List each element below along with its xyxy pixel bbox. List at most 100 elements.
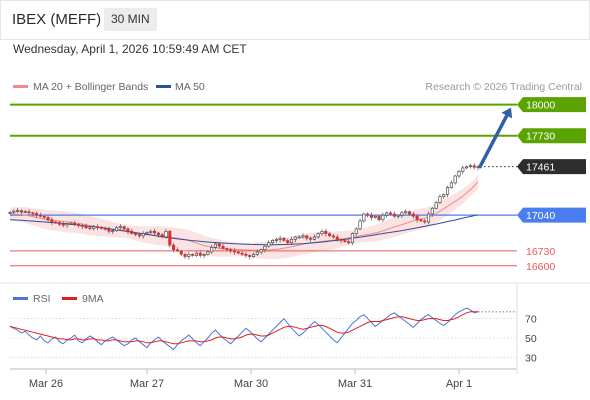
candle-body [16,210,20,212]
candle-body [255,251,259,255]
candle-body [202,253,206,256]
candle-body [270,240,275,244]
rsi-ma-line [9,311,478,345]
rsi-tick-label: 30 [525,352,537,364]
candle-body [339,239,343,241]
candle-body [305,235,309,239]
rsi-ma-legend-label: 9MA [82,293,104,305]
candle-body [301,235,305,238]
candle-body [217,243,221,247]
candle-body [92,226,96,229]
forecast-arrow [478,113,509,169]
rsi-ma-legend-swatch [62,297,77,300]
rsi-line [9,307,479,351]
research-credit: Research © 2026 Trading Central [425,81,582,93]
candle-body [453,175,457,184]
candle-body [251,253,256,257]
chart-datetime: Wednesday, April 1, 2026 10:59:49 AM CET [13,42,247,56]
candle-body [286,240,290,244]
candle-body [172,244,176,250]
candle-body [415,215,419,221]
ma50-line [9,214,479,246]
candle-body [19,210,23,213]
candle-body [423,220,427,223]
time-tick-label: Mar 30 [234,378,268,390]
candle-body [42,215,46,218]
ma20-line [9,181,479,251]
candle-body [95,226,100,228]
forecast-arrowhead [501,107,513,119]
candle-body [160,234,164,238]
candle-body [137,234,141,237]
candle-body [354,228,358,234]
candle-body [23,211,27,213]
candle-body [54,221,58,224]
candle-body [385,212,389,216]
candle-body [373,215,377,218]
candle-body [411,213,415,217]
candle-body [191,253,195,256]
candle-body [312,236,316,240]
candle-body [320,230,324,234]
candle-body [263,245,267,250]
rsi-panel: 70 50 30 [9,307,537,364]
ma20-legend-swatch [13,85,28,88]
candle-body [407,211,412,215]
rsi-tick-label: 70 [525,314,537,326]
candle-body [442,194,446,198]
candle-body [290,239,294,244]
candle-body [328,233,332,237]
candle-body [369,214,374,218]
candle-body [465,166,469,169]
candle-body [404,211,408,214]
candle-body [347,241,351,244]
candle-body [293,236,297,240]
candle-body [168,230,172,246]
candle-body [446,187,450,195]
candle-body [175,249,179,252]
candle-body [343,240,347,242]
candle-body [153,230,157,234]
candle-body [84,225,88,229]
candle-body [461,167,465,172]
support-2-label: 16730 [526,246,555,258]
candle-body [274,239,278,241]
candle-body [316,233,320,238]
timeframe-button[interactable]: 30 MIN [104,8,157,31]
candle-body [267,242,271,247]
pivot-label: 17461 [526,162,555,174]
support-1-tag [517,207,586,223]
chart-header: IBEX (MEFF) 30 MIN [0,0,590,40]
time-axis: Mar 26 Mar 27 Mar 30 Mar 31 Apr 1 [29,369,472,390]
candle-body [468,165,472,168]
candle-body [324,230,328,234]
resistance-1-tag [517,128,586,144]
candle-body [69,222,73,225]
candle-body [65,223,69,226]
candle-body [141,233,145,237]
candle-body [278,237,282,240]
ma50-legend-swatch [156,85,171,88]
candle-body [107,228,111,232]
pivot-tag [517,159,586,175]
candle-body [194,252,198,256]
time-tick-label: Apr 1 [446,378,472,390]
bollinger-band [10,174,478,260]
candle-body [419,219,423,222]
candle-body [149,230,153,233]
candle-body [381,214,385,221]
candle-body [331,235,335,238]
candle-body [35,213,39,216]
candle-body [335,236,339,240]
rsi-legend-label: RSI [33,293,51,305]
ma20-legend-label: MA 20 + Bollinger Bands [33,81,148,93]
candle-body [183,253,187,257]
candle-body [472,165,476,168]
candle-body [145,232,149,234]
time-tick-label: Mar 31 [338,378,372,390]
rsi-legend-swatch [13,297,28,300]
candle-body [229,249,233,252]
candle-body [236,251,240,254]
candle-body [130,230,134,234]
